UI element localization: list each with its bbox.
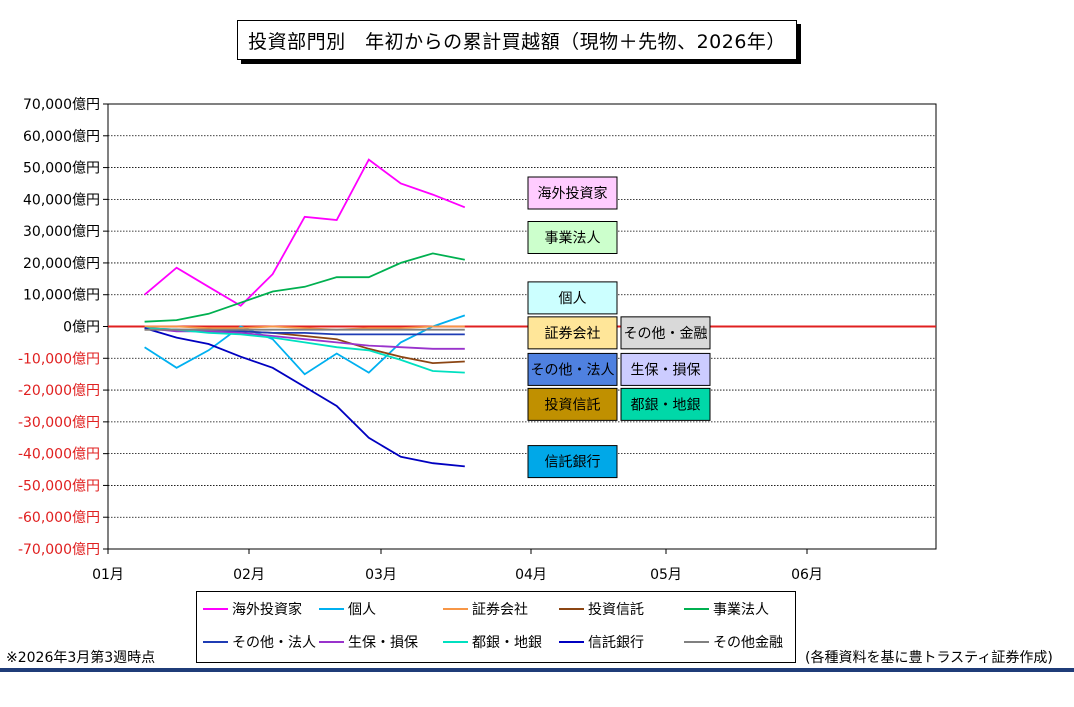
legend-item: 個人 — [319, 599, 376, 619]
y-tick-label: 30,000億円 — [23, 224, 100, 240]
legend-swatch — [684, 641, 709, 643]
legend-swatch — [559, 641, 584, 643]
x-tick-label: 06月 — [791, 567, 823, 583]
source-note: (各種資料を基に豊トラスティ証券作成) — [805, 650, 1053, 666]
callout-label: 都銀・地銀 — [631, 397, 701, 413]
callout-label: 証券会社 — [545, 326, 601, 342]
legend-label: 信託銀行 — [588, 635, 644, 651]
callout-box — [527, 387, 618, 421]
y-tick-label: -70,000億円 — [18, 542, 100, 558]
x-tick-label: 01月 — [92, 567, 124, 583]
legend-item: 海外投資家 — [203, 599, 302, 619]
legend-swatch — [443, 641, 468, 643]
y-tick-label: 20,000億円 — [23, 256, 100, 272]
callout-label: 信託銀行 — [545, 455, 601, 471]
y-tick-label: 70,000億円 — [23, 97, 100, 113]
callout-box — [527, 221, 618, 254]
callout-box — [527, 352, 618, 386]
series-line-事業法人 — [144, 252, 465, 323]
y-tick-label: 10,000億円 — [23, 288, 100, 304]
x-tick-label: 04月 — [515, 567, 547, 583]
legend-label: 事業法人 — [713, 602, 769, 618]
callout-box — [527, 445, 618, 479]
legend-label: 生保・損保 — [348, 635, 418, 651]
callout-label: 個人 — [559, 291, 587, 307]
series-line-都銀・地銀 — [144, 327, 465, 374]
y-tick-label: -60,000億円 — [18, 510, 100, 526]
legend-item: 都銀・地銀 — [443, 632, 542, 652]
legend-item: 投資信託 — [559, 599, 644, 619]
callout-box — [620, 316, 711, 350]
legend-item: 事業法人 — [684, 599, 769, 619]
legend-label: 個人 — [348, 602, 376, 618]
legend-label: その他金融 — [713, 635, 783, 651]
line-chart: 70,000億円 60,000億円 50,000億円 40,000億円 30,000億円… — [18, 97, 937, 583]
data-date-note: ※2026年3月第3週時点 — [6, 650, 156, 666]
y-tick-label: 50,000億円 — [23, 161, 100, 177]
legend-item: 証券会社 — [443, 599, 528, 619]
series-line-個人 — [144, 314, 466, 376]
chart-legend: 海外投資家 個人 証券会社 投資信託 事業法人その他・法人 生保・損保 都銀・地銀 信託銀行 そ… — [196, 591, 796, 663]
legend-swatch — [319, 641, 344, 643]
legend-swatch — [319, 608, 344, 610]
callout-label: その他・法人 — [531, 362, 615, 378]
legend-label: その他・法人 — [232, 635, 316, 651]
legend-swatch — [684, 608, 709, 610]
legend-item: 生保・損保 — [319, 632, 418, 652]
legend-label: 海外投資家 — [232, 602, 302, 618]
callout-label: その他・金融 — [624, 326, 708, 342]
y-tick-label: -30,000億円 — [18, 415, 100, 431]
callout-label: 海外投資家 — [538, 185, 608, 202]
legend-swatch — [559, 608, 584, 610]
callout-box — [620, 352, 711, 386]
callout-label: 生保・損保 — [631, 362, 701, 378]
legend-item: 信託銀行 — [559, 632, 644, 652]
legend-swatch — [203, 641, 228, 643]
bottom-rule — [0, 668, 1074, 672]
legend-label: 投資信託 — [588, 602, 644, 618]
series-line-海外投資家 — [144, 158, 466, 307]
y-tick-label: -20,000億円 — [18, 383, 100, 399]
chart-title: 投資部門別 年初からの累計買越額（現物＋先物、2026年） — [237, 20, 797, 60]
legend-label: 都銀・地銀 — [472, 635, 542, 651]
y-tick-label: 40,000億円 — [23, 192, 100, 208]
y-tick-label: 60,000億円 — [23, 129, 100, 145]
legend-label: 証券会社 — [472, 602, 528, 618]
legend-swatch — [203, 608, 228, 610]
series-line-証券会社 — [144, 325, 465, 331]
callout-box — [527, 281, 618, 315]
x-tick-label: 05月 — [650, 567, 682, 583]
callout-box — [527, 316, 618, 350]
callout-box — [620, 387, 711, 421]
callout-box — [527, 176, 618, 210]
legend-swatch — [443, 608, 468, 610]
y-tick-label: -40,000億円 — [18, 447, 100, 463]
callout-label: 投資信託 — [545, 397, 601, 413]
x-tick-label: 02月 — [233, 567, 265, 583]
y-tick-label: -10,000億円 — [18, 351, 100, 367]
y-tick-label: -50,000億円 — [18, 478, 100, 494]
legend-item: その他・法人 — [203, 632, 316, 652]
legend-item: その他金融 — [684, 632, 783, 652]
y-tick-label: 0億円 — [63, 320, 100, 336]
x-tick-label: 03月 — [365, 567, 397, 583]
series-line-信託銀行 — [144, 327, 465, 468]
callout-label: 事業法人 — [545, 231, 601, 247]
